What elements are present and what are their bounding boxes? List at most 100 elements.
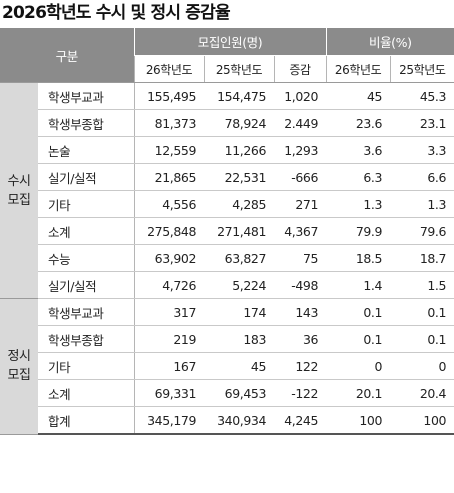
cell-count-25: 340,934: [204, 406, 275, 435]
cell-ratio-26: 23.6: [326, 109, 391, 137]
cell-ratio-25: 18.7: [390, 244, 454, 272]
cell-ratio-26: 20.1: [326, 379, 391, 407]
group-label-line: 모집: [7, 368, 31, 384]
cell-diff: -498: [274, 271, 327, 299]
cell-ratio-25: 0.1: [390, 325, 454, 353]
cell-ratio-25: 79.6: [390, 217, 454, 245]
cell-count-26: 69,331: [133, 379, 205, 407]
table-row: 소계 275,848 271,481 4,367 79.9 79.6: [0, 217, 454, 245]
table-row: 정시 모집 학생부교과 317 174 143 0.1 0.1: [0, 298, 454, 435]
cell-count-25: 78,924: [204, 109, 275, 137]
cell-ratio-25: 45.3: [390, 82, 454, 110]
group-label-line: 수시: [7, 173, 31, 189]
table-row: 합계 345,179 340,934 4,245 100 100: [0, 406, 454, 435]
cell-ratio-25: 0.1: [390, 298, 454, 326]
cell-ratio-25: 100: [390, 406, 454, 435]
header-ratio: 비율(%): [325, 28, 454, 56]
admission-table: 구분 모집인원(명) 비율(%) 26학년도 25학년도 증감 26학년도 25…: [0, 28, 454, 435]
row-label: 실기/실적: [38, 271, 135, 299]
cell-ratio-25: 0: [390, 352, 454, 380]
cell-count-26: 167: [133, 352, 205, 380]
row-label: 실기/실적: [38, 163, 135, 191]
cell-count-26: 155,495: [133, 82, 205, 110]
cell-diff: 1,293: [274, 136, 327, 164]
cell-diff: 271: [274, 190, 327, 218]
cell-count-25: 271,481: [204, 217, 275, 245]
cell-ratio-26: 1.3: [326, 190, 391, 218]
table-row: 수능 63,902 63,827 75 18.5 18.7: [0, 244, 454, 272]
subheader-diff: 증감: [273, 55, 327, 83]
group-label-line: 모집: [7, 192, 31, 208]
header-category: 구분: [0, 28, 135, 83]
row-label: 학생부종합: [38, 109, 135, 137]
cell-ratio-25: 6.6: [390, 163, 454, 191]
cell-ratio-26: 1.4: [326, 271, 391, 299]
cell-ratio-26: 79.9: [326, 217, 391, 245]
cell-ratio-25: 20.4: [390, 379, 454, 407]
group-label-line: 정시: [7, 349, 31, 365]
cell-diff: 1,020: [274, 82, 327, 110]
cell-count-26: 345,179: [133, 406, 205, 435]
cell-count-26: 317: [133, 298, 205, 326]
table-row: 학생부종합 81,373 78,924 2.449 23.6 23.1: [0, 109, 454, 137]
cell-count-25: 45: [204, 352, 275, 380]
row-label: 논술: [38, 136, 135, 164]
cell-count-26: 63,902: [133, 244, 205, 272]
table-row: 기타 167 45 122 0 0: [0, 352, 454, 380]
cell-ratio-25: 1.5: [390, 271, 454, 299]
subheader-25-ratio: 25학년도: [389, 55, 454, 83]
cell-ratio-26: 0: [326, 352, 391, 380]
cell-count-25: 5,224: [204, 271, 275, 299]
cell-ratio-25: 3.3: [390, 136, 454, 164]
cell-ratio-26: 0.1: [326, 298, 391, 326]
cell-diff: 2.449: [274, 109, 327, 137]
cell-ratio-26: 100: [326, 406, 391, 435]
row-label: 학생부교과: [38, 298, 135, 326]
table-row: 소계 69,331 69,453 -122 20.1 20.4: [0, 379, 454, 407]
subheader-26-count: 26학년도: [133, 55, 205, 83]
table-title: 2026학년도 수시 및 정시 증감율: [2, 3, 231, 23]
cell-count-25: 183: [204, 325, 275, 353]
table-row: 실기/실적 21,865 22,531 -666 6.3 6.6: [0, 163, 454, 191]
row-label: 학생부교과: [38, 82, 135, 110]
subheader-26-ratio: 26학년도: [325, 55, 391, 83]
table-row: 학생부종합 219 183 36 0.1 0.1: [0, 325, 454, 353]
cell-count-25: 63,827: [204, 244, 275, 272]
cell-count-25: 11,266: [204, 136, 275, 164]
row-label: 기타: [38, 190, 135, 218]
cell-ratio-26: 6.3: [326, 163, 391, 191]
cell-count-26: 275,848: [133, 217, 205, 245]
row-label: 학생부종합: [38, 325, 135, 353]
cell-ratio-26: 0.1: [326, 325, 391, 353]
cell-count-26: 4,726: [133, 271, 205, 299]
cell-diff: 4,245: [274, 406, 327, 435]
cell-diff: 143: [274, 298, 327, 326]
row-label: 수능: [38, 244, 135, 272]
cell-count-25: 22,531: [204, 163, 275, 191]
cell-ratio-25: 1.3: [390, 190, 454, 218]
cell-ratio-26: 45: [326, 82, 391, 110]
cell-ratio-26: 18.5: [326, 244, 391, 272]
cell-diff: 122: [274, 352, 327, 380]
cell-ratio-25: 23.1: [390, 109, 454, 137]
cell-diff: 36: [274, 325, 327, 353]
cell-diff: -122: [274, 379, 327, 407]
cell-diff: -666: [274, 163, 327, 191]
cell-count-26: 4,556: [133, 190, 205, 218]
header-recruit: 모집인원(명): [133, 28, 327, 56]
cell-count-26: 21,865: [133, 163, 205, 191]
cell-count-25: 154,475: [204, 82, 275, 110]
cell-count-25: 4,285: [204, 190, 275, 218]
cell-diff: 4,367: [274, 217, 327, 245]
cell-count-26: 12,559: [133, 136, 205, 164]
cell-count-25: 174: [204, 298, 275, 326]
table-row: 기타 4,556 4,285 271 1.3 1.3: [0, 190, 454, 218]
row-label: 소계: [38, 217, 135, 245]
subheader-25-count: 25학년도: [203, 55, 275, 83]
table-row: 수시 모집 학생부교과 155,495 154,475 1,020 45 45.3: [0, 82, 454, 299]
table-row: 논술 12,559 11,266 1,293 3.6 3.3: [0, 136, 454, 164]
row-label: 소계: [38, 379, 135, 407]
cell-ratio-26: 3.6: [326, 136, 391, 164]
